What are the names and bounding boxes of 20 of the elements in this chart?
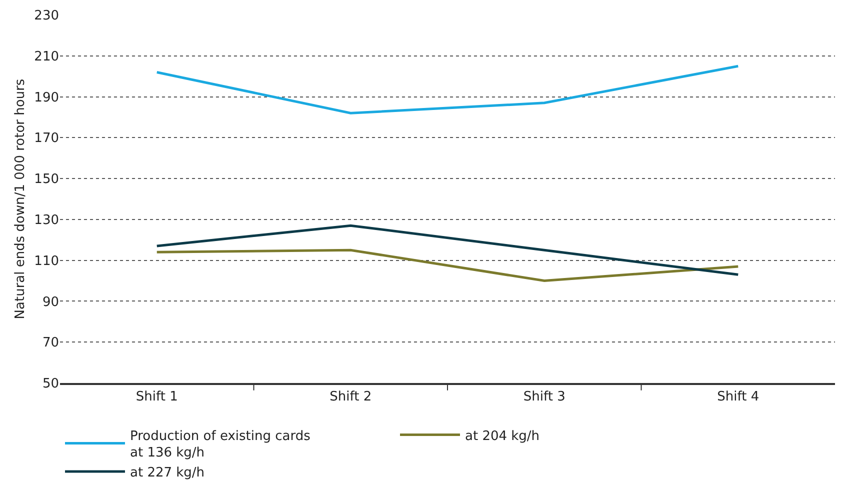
y-tick-label: 50: [42, 376, 59, 392]
y-tick-label: 170: [34, 131, 59, 146]
y-tick-label: 130: [34, 212, 59, 228]
y-tick-label: 90: [42, 294, 59, 310]
x-tick-label: Shift 2: [330, 389, 372, 404]
y-tick-label: 210: [34, 49, 59, 64]
y-tick-label: 230: [34, 8, 59, 24]
line-series: [156, 64, 740, 114]
x-tick-label: Shift 4: [717, 389, 760, 404]
line-series: [156, 248, 740, 282]
y-tick-label: 70: [42, 336, 59, 351]
legend-label: at 227 kg/h: [130, 466, 205, 481]
x-tick-label: Shift 3: [523, 389, 566, 404]
y-tick-label: 190: [34, 90, 59, 106]
y-tick-label: 150: [34, 172, 59, 188]
legend-label: at 204 kg/h: [465, 428, 540, 444]
y-tick-label: 110: [34, 254, 59, 269]
line-series: [156, 224, 740, 276]
x-tick-label: Shift 1: [136, 389, 178, 404]
y-axis-title: Natural ends down/1 000 rotor hours: [13, 78, 28, 320]
